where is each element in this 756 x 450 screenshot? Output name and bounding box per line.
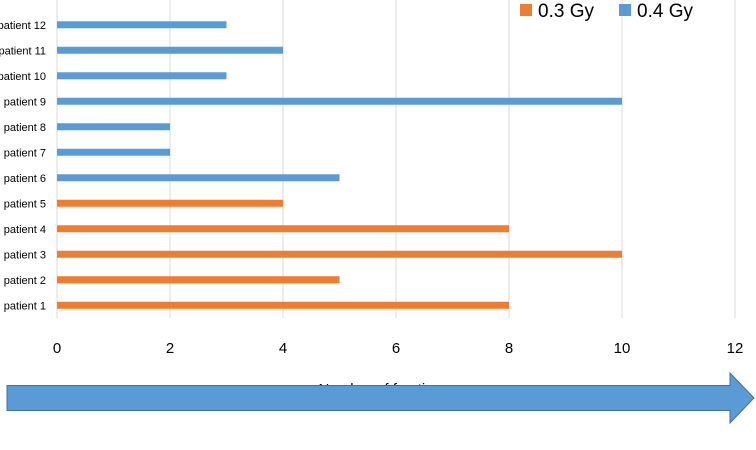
y-tick-label-patient-12: patient 12 [0,20,46,32]
progression-arrow [6,371,755,425]
x-tick-label-8: 8 [505,340,513,357]
y-tick-label-patient-10: patient 10 [0,71,46,83]
bar-patient-7-0-4-gy [57,148,170,156]
y-tick-label-patient-8: patient 8 [4,122,46,134]
bar-patient-1-0-3-gy [57,301,509,309]
y-tick-label-patient-2: patient 2 [4,275,46,287]
category-labels: patient 1 patient 2 patient 3 patient 4 pati… [0,20,46,313]
bars [57,21,622,309]
y-tick-label-patient-3: patient 3 [4,249,46,261]
legend-label-0-3-gy: 0.3 Gy [538,1,594,22]
legend-swatch-0-3-gy [520,4,532,16]
y-tick-label-patient-1: patient 1 [4,300,46,312]
x-tick-labels: 0 2 4 6 8 10 12 [53,340,744,357]
bar-patient-12-0-4-gy [57,21,227,29]
y-tick-label-patient-5: patient 5 [4,198,46,210]
x-tick-label-6: 6 [392,340,400,357]
x-tick-label-0: 0 [53,340,61,357]
y-tick-label-patient-4: patient 4 [4,224,46,236]
bar-patient-4-0-3-gy [57,225,509,233]
x-tick-label-12: 12 [727,340,744,357]
bar-patient-2-0-3-gy [57,276,340,284]
bar-patient-10-0-4-gy [57,72,227,80]
x-tick-label-4: 4 [279,340,287,357]
bar-patient-8-0-4-gy [57,123,170,131]
x-tick-label-10: 10 [614,340,631,357]
bar-patient-11-0-4-gy [57,46,283,54]
y-tick-label-patient-9: patient 9 [4,96,46,108]
y-tick-label-patient-6: patient 6 [4,173,46,185]
legend: 0.3 Gy 0.4 Gy [520,1,693,22]
bar-patient-5-0-3-gy [57,199,283,207]
bar-patient-9-0-4-gy [57,97,622,105]
x-tick-label-2: 2 [166,340,174,357]
legend-swatch-0-4-gy [619,4,631,16]
y-tick-label-patient-7: patient 7 [4,147,46,159]
bar-patient-3-0-3-gy [57,250,622,258]
legend-label-0-4-gy: 0.4 Gy [637,1,693,22]
bar-patient-6-0-4-gy [57,174,340,182]
y-tick-label-patient-11: patient 11 [0,45,46,57]
